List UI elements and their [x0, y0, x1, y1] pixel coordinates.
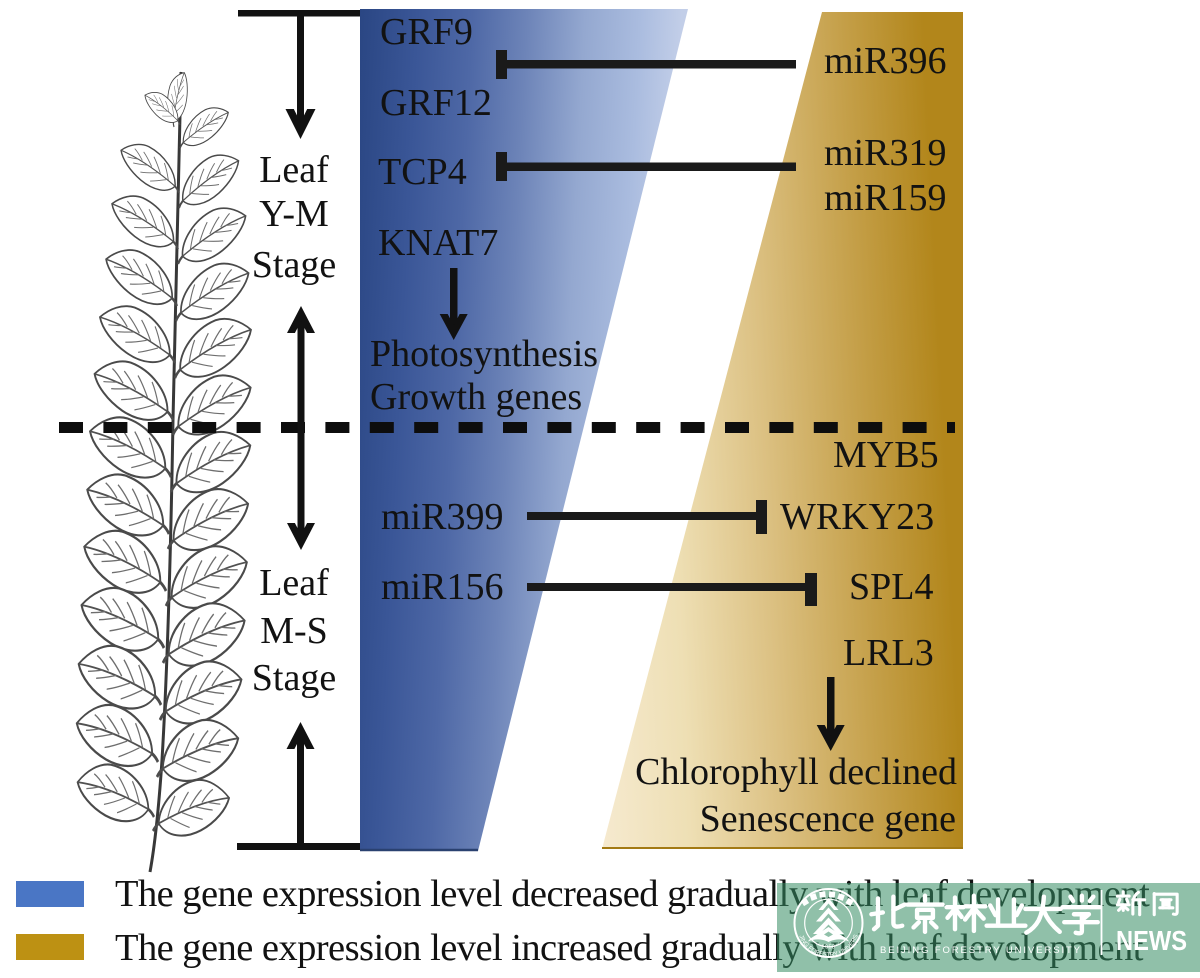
svg-text:Y-M: Y-M — [259, 193, 329, 235]
svg-text:WRKY23: WRKY23 — [780, 496, 934, 538]
svg-text:Chlorophyll declined: Chlorophyll declined — [635, 751, 957, 793]
svg-text:KNAT7: KNAT7 — [378, 222, 498, 264]
svg-text:Growth genes: Growth genes — [370, 376, 582, 418]
svg-text:SPL4: SPL4 — [849, 566, 933, 608]
svg-text:BEIJING FORESTRY UNIVERSITY: BEIJING FORESTRY UNIVERSITY — [880, 945, 1082, 956]
svg-text:GRF12: GRF12 — [380, 82, 492, 124]
svg-text:TCP4: TCP4 — [378, 151, 467, 193]
svg-text:NEWS: NEWS — [1116, 925, 1187, 956]
svg-text:Stage: Stage — [252, 244, 336, 286]
svg-text:Stage: Stage — [252, 657, 336, 699]
svg-text:1953: 1953 — [821, 945, 835, 951]
svg-text:miR399: miR399 — [381, 496, 503, 538]
svg-text:miR156: miR156 — [381, 566, 503, 608]
svg-text:GRF9: GRF9 — [380, 11, 473, 53]
svg-text:M-S: M-S — [260, 610, 328, 652]
svg-text:miR319: miR319 — [824, 132, 946, 174]
svg-text:MYB5: MYB5 — [833, 434, 939, 476]
svg-text:LRL3: LRL3 — [843, 632, 934, 674]
svg-text:miR159: miR159 — [824, 177, 946, 219]
svg-text:Senescence gene: Senescence gene — [700, 798, 956, 840]
svg-text:Photosynthesis: Photosynthesis — [370, 333, 598, 375]
svg-text:miR396: miR396 — [824, 40, 946, 82]
svg-text:Leaf: Leaf — [259, 149, 329, 191]
svg-text:Leaf: Leaf — [259, 562, 329, 604]
